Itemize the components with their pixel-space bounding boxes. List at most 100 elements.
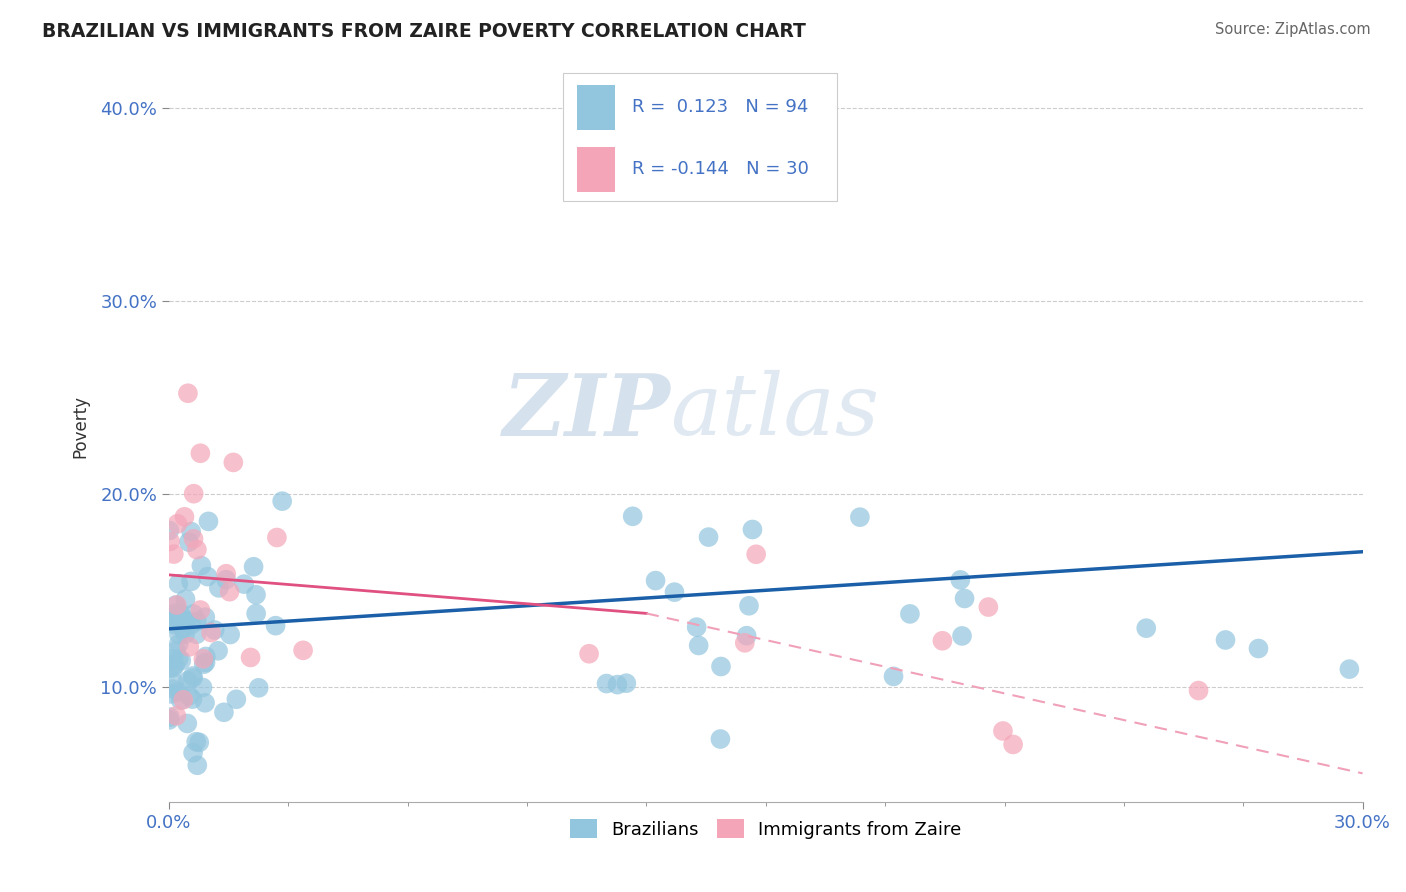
Point [172,621,194,635]
Text: ZIP: ZIP [502,369,671,453]
Point [264,618,287,632]
Point [688,639,710,653]
Point [190,558,212,573]
Point [883,669,905,683]
Point [173,509,195,524]
Point [159,687,181,701]
Y-axis label: Poverty: Poverty [72,395,89,458]
Point [170,693,193,707]
Text: atlas: atlas [671,370,879,453]
FancyBboxPatch shape [562,73,838,201]
Point [177,689,200,703]
Point [977,600,1000,615]
Point [157,524,180,538]
Point [247,681,270,695]
Point [157,713,180,727]
Point [177,535,200,549]
Point [219,627,242,641]
Point [186,542,208,557]
Point [197,569,219,583]
Point [953,591,976,606]
Point [233,577,256,591]
Point [172,614,194,628]
Point [167,637,190,651]
Point [167,652,190,666]
Point [197,515,219,529]
Legend: Brazilians, Immigrants from Zaire: Brazilians, Immigrants from Zaire [562,812,969,846]
Point [1135,621,1157,635]
Point [664,585,686,599]
Point [239,650,262,665]
Point [174,627,197,641]
Point [167,685,190,699]
Point [218,584,240,599]
Point [186,627,208,641]
Point [991,723,1014,738]
Point [190,446,212,460]
Point [160,651,183,665]
Point [162,681,184,696]
Point [181,607,204,621]
Point [176,716,198,731]
Point [697,530,720,544]
Point [163,676,186,690]
Point [212,706,235,720]
Point [710,659,733,673]
Point [194,610,217,624]
Point [188,735,211,749]
Point [245,588,267,602]
Point [849,510,872,524]
Point [186,735,208,749]
Point [179,640,201,654]
Point [685,620,707,634]
Point [167,576,190,591]
Point [200,625,222,640]
Point [166,516,188,531]
Point [166,598,188,612]
Point [709,732,731,747]
Point [186,614,208,628]
Point [169,607,191,621]
Point [170,653,193,667]
Text: Source: ZipAtlas.com: Source: ZipAtlas.com [1215,22,1371,37]
Bar [578,85,616,129]
Point [163,547,186,561]
Bar [578,147,616,192]
Point [165,606,187,620]
Point [167,627,190,641]
Point [898,607,921,621]
Point [734,636,756,650]
Point [194,696,217,710]
Point [644,574,666,588]
Point [745,547,768,561]
Point [208,581,231,595]
Point [194,649,217,664]
Point [159,534,181,549]
Point [183,486,205,500]
Point [738,599,761,613]
Point [242,559,264,574]
Point [177,386,200,401]
Point [949,573,972,587]
Point [194,656,217,670]
Point [204,623,226,637]
Point [292,643,315,657]
Point [578,647,600,661]
Point [245,607,267,621]
Point [174,592,197,607]
Point [162,661,184,675]
Point [172,692,194,706]
Point [225,692,247,706]
Point [271,494,294,508]
Point [180,617,202,632]
Point [181,746,204,760]
Point [741,523,763,537]
Point [1187,683,1209,698]
Point [180,524,202,539]
Point [174,613,197,627]
Text: R =  0.123   N = 94: R = 0.123 N = 94 [633,98,808,116]
Point [181,671,204,685]
Point [621,509,644,524]
Point [159,661,181,675]
Point [595,676,617,690]
